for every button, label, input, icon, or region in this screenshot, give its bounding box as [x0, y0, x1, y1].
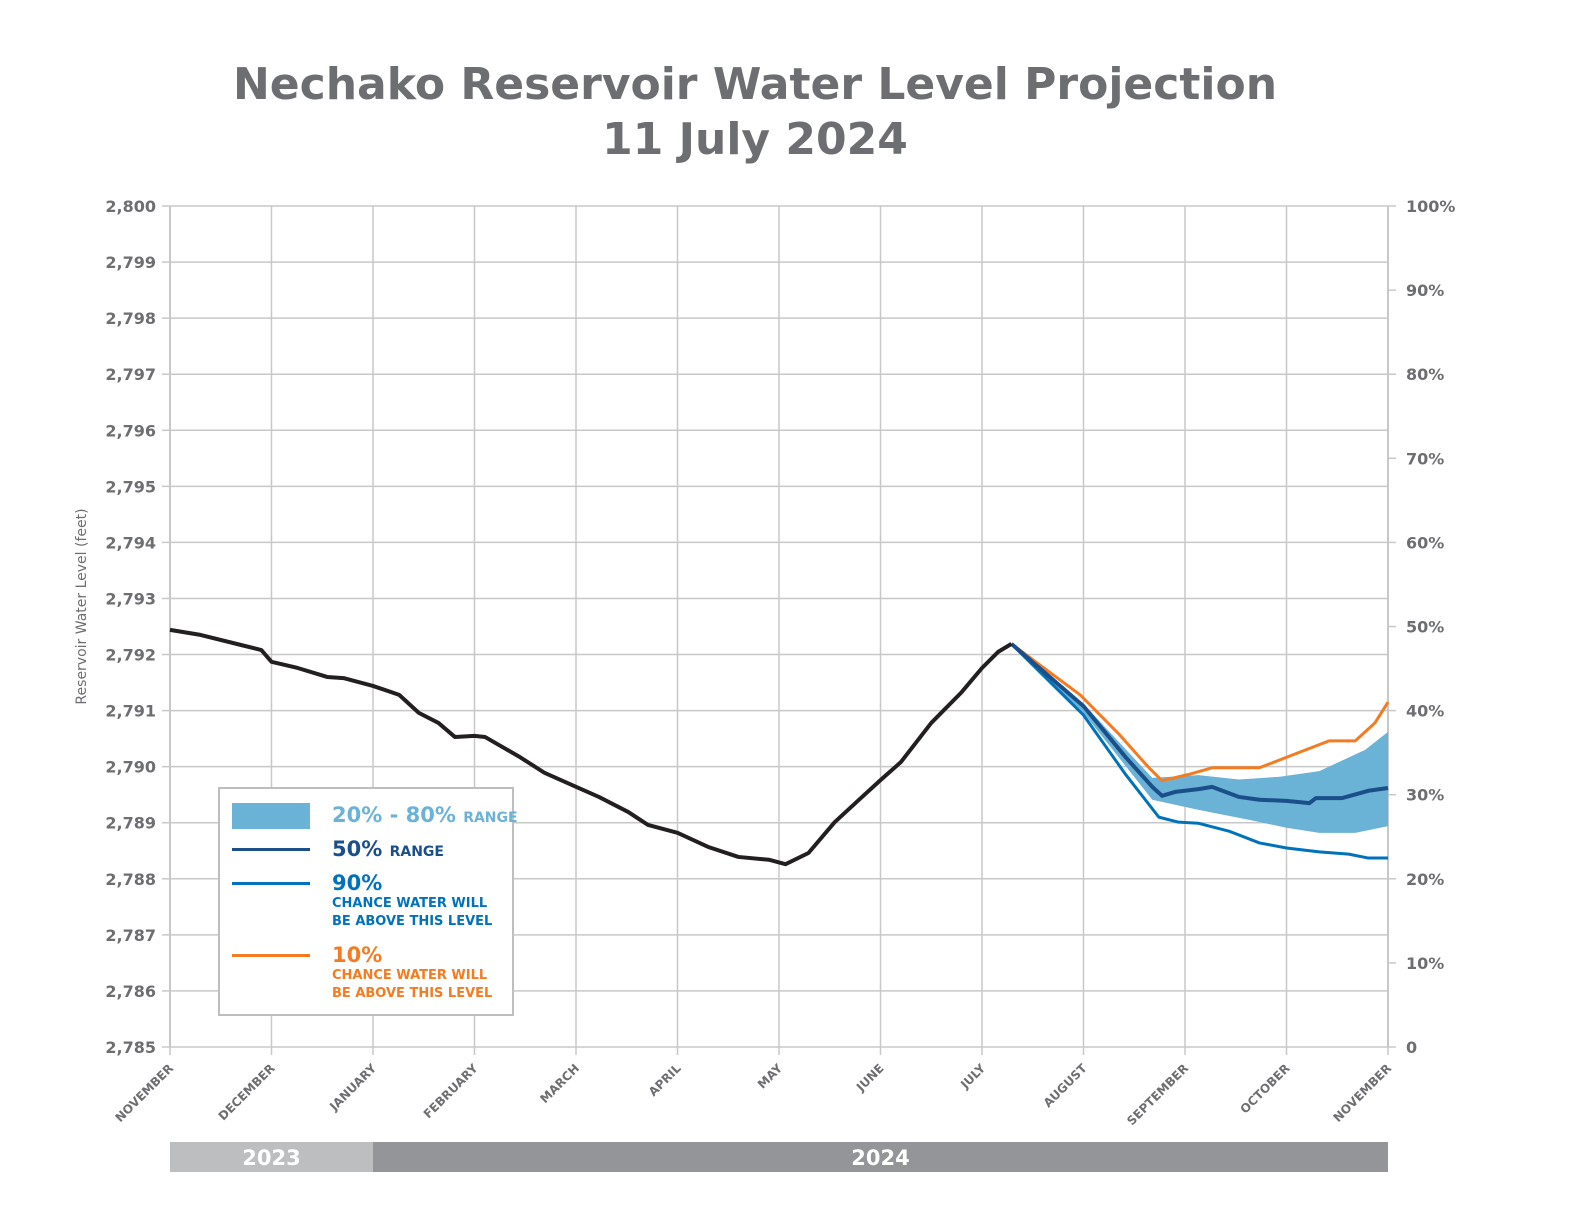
y2-tick-label: 0	[1406, 1038, 1417, 1057]
y-tick-label: 2,789	[105, 814, 156, 833]
y-tick-label: 2,799	[105, 253, 156, 272]
y2-tick-label: 70%	[1406, 449, 1444, 468]
series-50-percent	[1010, 642, 1389, 806]
y-tick-label: 2,796	[105, 421, 156, 440]
legend-band-label: 20% - 80%	[332, 803, 456, 827]
x-tick-label: FEBRUARY	[421, 1061, 481, 1121]
series-10-percent	[1010, 642, 1390, 783]
legend-p90-label: 90%	[332, 871, 383, 895]
y-tick-label: 2,797	[105, 365, 156, 384]
y-tick-label: 2,785	[105, 1038, 156, 1057]
year-label: 2023	[242, 1146, 300, 1170]
chart-subtitle: 11 July 2024	[602, 114, 908, 165]
y-tick-label: 2,787	[105, 926, 156, 945]
y-tick-label: 2,788	[105, 870, 156, 889]
legend-p10-sub: CHANCE WATER WILL	[332, 968, 488, 983]
legend-p90-sub2: BE ABOVE THIS LEVEL	[332, 914, 493, 929]
legend-p50-label: 50%	[332, 837, 383, 861]
series-historical	[169, 627, 1013, 867]
x-tick-label: AUGUST	[1041, 1061, 1090, 1110]
y2-tick-label: 30%	[1406, 786, 1444, 805]
series-90-percent	[1010, 642, 1388, 860]
y2-tick-label: 60%	[1406, 533, 1444, 552]
chart-title: Nechako Reservoir Water Level Projection	[232, 59, 1278, 110]
x-tick-label: JULY	[957, 1061, 988, 1092]
legend-p10-label: 10%	[332, 943, 383, 967]
y2-tick-label: 20%	[1406, 870, 1444, 889]
y2-tick-label: 50%	[1406, 618, 1444, 637]
year-bar-2023	[170, 1142, 373, 1172]
legend-p10-swatch	[232, 954, 310, 957]
y2-tick-label: 80%	[1406, 365, 1444, 384]
y-tick-label: 2,793	[105, 589, 156, 608]
x-tick-label: NOVEMBER	[1331, 1061, 1395, 1125]
y2-tick-label: 100%	[1406, 197, 1455, 216]
y-tick-label: 2,800	[105, 197, 156, 216]
x-tick-label: DECEMBER	[216, 1061, 278, 1123]
y-tick-label: 2,791	[105, 702, 156, 721]
legend-band-sub: RANGE	[463, 810, 518, 826]
x-tick-label: SEPTEMBER	[1124, 1061, 1191, 1128]
y-tick-label: 2,792	[105, 646, 156, 665]
x-tick-label: MAY	[755, 1061, 785, 1091]
legend-p10-sub2: BE ABOVE THIS LEVEL	[332, 986, 493, 1001]
x-tick-label: NOVEMBER	[113, 1061, 177, 1125]
year-label: 2024	[851, 1146, 909, 1170]
y2-tick-label: 90%	[1406, 281, 1444, 300]
x-tick-label: MARCH	[537, 1061, 582, 1106]
y-tick-label: 2,795	[105, 477, 156, 496]
legend-p90-swatch	[232, 882, 310, 885]
legend-p90-sub: CHANCE WATER WILL	[332, 896, 488, 911]
legend-p50-swatch	[232, 848, 310, 851]
y2-tick-label: 10%	[1406, 954, 1444, 973]
legend-band-swatch	[232, 803, 310, 829]
legend: 20% - 80% RANGE 50% RANGE 90% CHANCE WAT…	[218, 787, 518, 1016]
y-axis-label: Reservoir Water Level (feet)	[74, 508, 90, 704]
x-tick-label: APRIL	[646, 1061, 684, 1099]
legend-p50-sub: RANGE	[389, 844, 444, 860]
band-20-80	[1011, 643, 1388, 833]
x-tick-label: JUNE	[853, 1061, 887, 1095]
y-tick-label: 2,798	[105, 309, 156, 328]
y-tick-label: 2,790	[105, 758, 156, 777]
x-tick-label: OCTOBER	[1237, 1061, 1292, 1116]
year-bar-2024	[373, 1142, 1388, 1172]
x-tick-label: JANUARY	[326, 1061, 379, 1114]
y2-tick-label: 40%	[1406, 702, 1444, 721]
y-tick-label: 2,786	[105, 982, 156, 1001]
y-tick-label: 2,794	[105, 533, 156, 552]
